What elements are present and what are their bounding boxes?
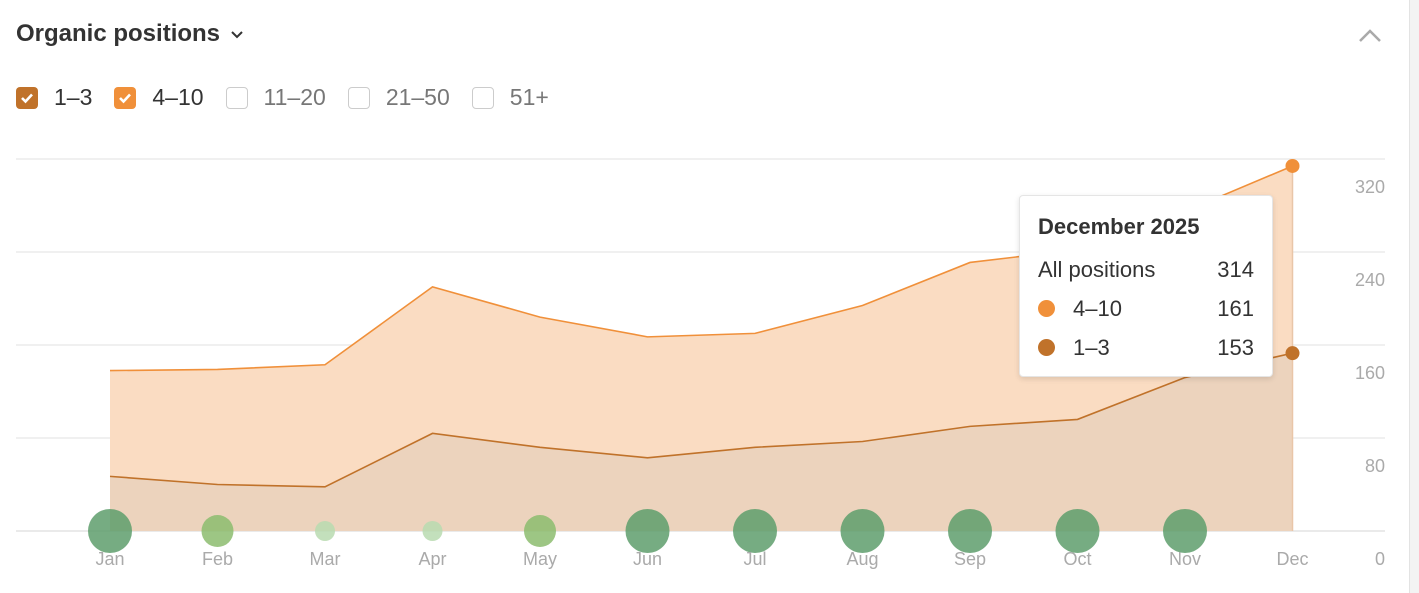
event-bubble <box>948 509 992 553</box>
event-bubble <box>625 509 670 553</box>
chevron-down-icon <box>231 31 243 39</box>
checkbox-empty-icon[interactable] <box>225 86 248 109</box>
x-tick-label: Jul <box>743 549 766 569</box>
x-tick-label: Aug <box>846 549 878 569</box>
collapse-button[interactable] <box>1356 24 1384 48</box>
tooltip-value: 314 <box>1217 256 1254 282</box>
series-line-1-3 <box>109 352 1293 488</box>
filter-label: 21–50 <box>385 84 450 110</box>
filter-checkbox-4[interactable]: 51+ <box>471 84 549 111</box>
tooltip-label: 4–10 <box>1073 295 1122 321</box>
tooltip-row-1-3: 1–3 153 <box>1038 328 1254 367</box>
x-tick-label: Mar <box>310 549 341 569</box>
section-title: Organic positions <box>16 20 221 47</box>
event-bubble <box>201 515 234 547</box>
event-bubble <box>1055 509 1100 553</box>
tooltip-title: December 2025 <box>1038 214 1200 239</box>
event-bubble <box>733 509 777 553</box>
y-tick-label: 160 <box>1355 363 1385 383</box>
tooltip-label: 1–3 <box>1073 334 1110 360</box>
scrollbar[interactable] <box>1409 0 1419 593</box>
data-point-1-3 <box>1285 346 1300 361</box>
event-bubble <box>524 515 556 547</box>
x-tick-label: Jun <box>633 549 662 569</box>
checkbox-empty-icon[interactable] <box>347 86 370 109</box>
x-tick-label: Dec <box>1276 549 1308 569</box>
checkbox-checked-icon[interactable] <box>114 86 137 109</box>
checkbox-checked-icon[interactable] <box>16 86 38 109</box>
data-point-4-10 <box>1285 158 1300 173</box>
event-bubble <box>1163 509 1207 553</box>
y-tick-label: 240 <box>1355 270 1385 290</box>
filter-checkbox-1[interactable]: 4–10 <box>114 84 204 111</box>
checkbox-empty-icon[interactable] <box>471 86 494 109</box>
series-area-1-3 <box>110 353 1293 531</box>
y-tick-label: 80 <box>1365 456 1385 476</box>
legend-dot-icon <box>1038 300 1055 317</box>
filter-label: 4–10 <box>152 84 204 110</box>
x-tick-label: Sep <box>954 549 986 569</box>
tooltip-row-4-10: 4–10 161 <box>1038 289 1254 328</box>
event-bubble <box>315 521 335 541</box>
tooltip-value: 161 <box>1217 295 1254 321</box>
chart-tooltip: December 2025 All positions 314 4–10 161… <box>1019 195 1273 377</box>
section-title-dropdown[interactable]: Organic positions <box>16 20 244 48</box>
filter-label: 11–20 <box>263 84 326 110</box>
filter-checkbox-0[interactable]: 1–3 <box>16 84 92 111</box>
x-tick-label: May <box>523 549 557 569</box>
x-tick-label: Jan <box>95 549 124 569</box>
x-tick-label: Oct <box>1063 549 1091 569</box>
event-bubble <box>88 509 132 553</box>
x-tick-label: Feb <box>202 549 233 569</box>
filter-checkbox-2[interactable]: 11–20 <box>225 84 326 111</box>
y-tick-label: 320 <box>1355 177 1385 197</box>
filter-checkbox-3[interactable]: 21–50 <box>347 84 450 111</box>
y-tick-label: 0 <box>1375 549 1385 569</box>
x-tick-label: Apr <box>418 549 446 569</box>
x-tick-label: Nov <box>1169 549 1201 569</box>
tooltip-row-all: All positions 314 <box>1038 250 1254 289</box>
tooltip-label: All positions <box>1038 256 1156 282</box>
filter-label: 51+ <box>509 84 549 110</box>
position-filters: 1–3 4–10 11–20 21–50 51+ <box>16 84 571 111</box>
event-bubble <box>840 509 885 553</box>
filter-label: 1–3 <box>54 84 93 110</box>
legend-dot-icon <box>1038 339 1055 356</box>
chevron-up-icon <box>1359 29 1381 42</box>
tooltip-value: 153 <box>1217 334 1254 360</box>
event-bubble <box>422 521 443 541</box>
